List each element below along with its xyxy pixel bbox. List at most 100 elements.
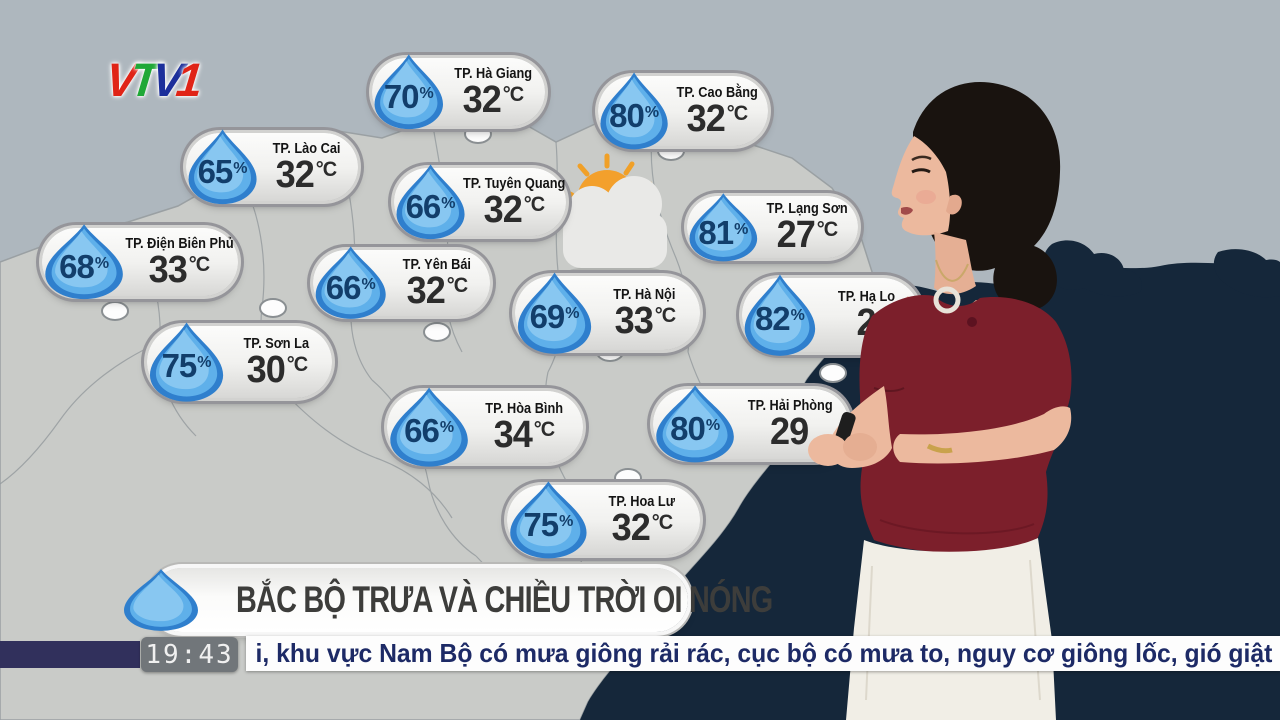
temperature-unit: °C: [524, 192, 545, 216]
weather-station-badge: 80% TP. Cao Bằng 32°C: [598, 72, 768, 150]
humidity-drop-icon: 66%: [310, 245, 391, 320]
weather-station-badge: 65% TP. Lào Cai 32°C: [186, 129, 358, 205]
temperature-unit: °C: [816, 217, 838, 241]
humidity-drop-icon: 70%: [369, 53, 449, 131]
city-name: TP. Lạng Sơn: [766, 200, 848, 217]
humidity-drop-icon: 66%: [391, 163, 470, 241]
humidity-value: 82: [754, 299, 791, 337]
city-name: TP. Tuyên Quang: [463, 175, 566, 192]
water-drop-icon: [118, 568, 204, 632]
percent-sign: %: [441, 195, 456, 213]
percent-sign: %: [705, 416, 721, 434]
humidity-value: 80: [670, 409, 706, 447]
weather-station-badge: 66% TP. Tuyên Quang 32°C: [394, 164, 566, 240]
weather-station-badge: 80% TP. Hải Phòng 29: [653, 385, 849, 463]
sun-cloud-icon: [559, 153, 667, 278]
temperature-unit: °C: [286, 352, 307, 376]
percent-sign: %: [439, 419, 455, 437]
temperature-unit: °C: [651, 510, 673, 534]
weather-station-badge: 68% TP. Điện Biên Phủ 33°C: [42, 224, 238, 300]
temperature-value: 33: [148, 248, 188, 291]
temperature-unit: °C: [446, 273, 468, 297]
humidity-value: 65: [197, 153, 234, 191]
humidity-drop-icon: 75%: [504, 480, 593, 560]
humidity-value: 66: [405, 188, 442, 226]
temperature-value: 33: [614, 299, 653, 342]
ticker-navy-block: [0, 641, 140, 668]
percent-sign: %: [565, 304, 580, 322]
vtv1-logo: VTV1: [103, 52, 198, 107]
humidity-drop-icon: 75%: [144, 321, 229, 403]
humidity-drop-icon: 80%: [595, 71, 673, 151]
temperature-value: 29: [770, 410, 809, 453]
humidity-value: 75: [161, 347, 198, 385]
temperature-value: 32: [686, 97, 726, 140]
humidity-drop-icon: 69%: [512, 271, 597, 355]
clock: 19:43: [141, 637, 238, 672]
humidity-value: 80: [609, 96, 645, 134]
percent-sign: %: [361, 276, 376, 294]
weather-station-badge: 75% TP. Sơn La 30°C: [147, 322, 332, 402]
weather-station-badge: 66% TP. Hòa Bình 34°C: [387, 387, 583, 467]
city-name: TP. Điện Biên Phủ: [125, 235, 234, 252]
ticker-text: i, khu vực Nam Bộ có mưa giông rải rác, …: [255, 638, 1273, 668]
temperature-unit: °C: [654, 303, 675, 327]
city-name: TP. Hòa Bình: [485, 400, 564, 417]
temperature-unit: °C: [534, 417, 555, 441]
temperature-value: 32: [406, 269, 446, 312]
humidity-drop-icon: 65%: [183, 128, 262, 206]
city-name: TP. Sơn La: [243, 335, 310, 352]
city-name: TP. Lào Cai: [272, 140, 341, 157]
humidity-value: 68: [59, 248, 95, 286]
humidity-drop-icon: 80%: [650, 384, 740, 464]
weather-station-badge: 81% TP. Lạng Sơn 27°C: [687, 192, 858, 262]
percent-sign: %: [644, 103, 660, 121]
humidity-value: 70: [383, 78, 420, 116]
city-name: TP. Cao Bằng: [676, 84, 758, 101]
percent-sign: %: [734, 221, 749, 239]
city-name: TP. Hà Nội: [613, 286, 676, 303]
humidity-value: 69: [529, 297, 566, 335]
temperature-value: 30: [246, 348, 285, 391]
temperature-unit: °C: [189, 252, 210, 276]
city-name: TP. Hải Phòng: [747, 397, 833, 414]
weather-station-badge: 69% TP. Hà Nội 33°C: [515, 272, 700, 354]
humidity-drop-icon: 82%: [739, 273, 821, 357]
temperature-unit: °C: [502, 82, 524, 106]
city-name: TP. Hoa Lư: [608, 493, 676, 510]
percent-sign: %: [233, 160, 248, 178]
temperature-value: 32: [611, 506, 651, 549]
humidity-value: 66: [325, 269, 362, 307]
coastal-islands: [1043, 240, 1280, 298]
headline-banner: BẮC BỘ TRƯA VÀ CHIỀU TRỜI OI NÓNG: [124, 568, 773, 632]
news-ticker: i, khu vực Nam Bộ có mưa giông rải rác, …: [246, 636, 1280, 671]
city-name: TP. Yên Bái: [402, 256, 472, 273]
percent-sign: %: [419, 85, 434, 103]
humidity-drop-icon: 68%: [39, 223, 129, 301]
percent-sign: %: [197, 354, 212, 372]
city-name: TP. Hà Giang: [454, 65, 532, 82]
temperature-value: 27: [776, 213, 815, 256]
humidity-value: 81: [698, 214, 734, 252]
weather-station-badge: 66% TP. Yên Bái 32°C: [313, 246, 490, 320]
temperature-value: 32: [462, 78, 502, 121]
humidity-drop-icon: 66%: [384, 386, 474, 468]
temperature-value: 34: [493, 413, 533, 456]
temperature-value: 32: [484, 188, 523, 231]
city-name: TP. Hạ Lo: [837, 288, 896, 305]
weather-station-badge: 75% TP. Hoa Lư 32°C: [507, 481, 700, 559]
percent-sign: %: [94, 255, 110, 273]
temperature-value: 32: [276, 153, 315, 196]
humidity-value: 75: [523, 505, 559, 543]
temperature-unit: °C: [316, 157, 337, 181]
percent-sign: %: [790, 306, 805, 324]
temperature-unit: °C: [726, 101, 748, 125]
headline-text: BẮC BỘ TRƯA VÀ CHIỀU TRỜI OI NÓNG: [236, 579, 773, 620]
humidity-drop-icon: 81%: [684, 192, 763, 263]
weather-station-badge: 70% TP. Hà Giang 32°C: [372, 54, 545, 130]
humidity-value: 66: [404, 412, 440, 450]
percent-sign: %: [559, 512, 574, 530]
